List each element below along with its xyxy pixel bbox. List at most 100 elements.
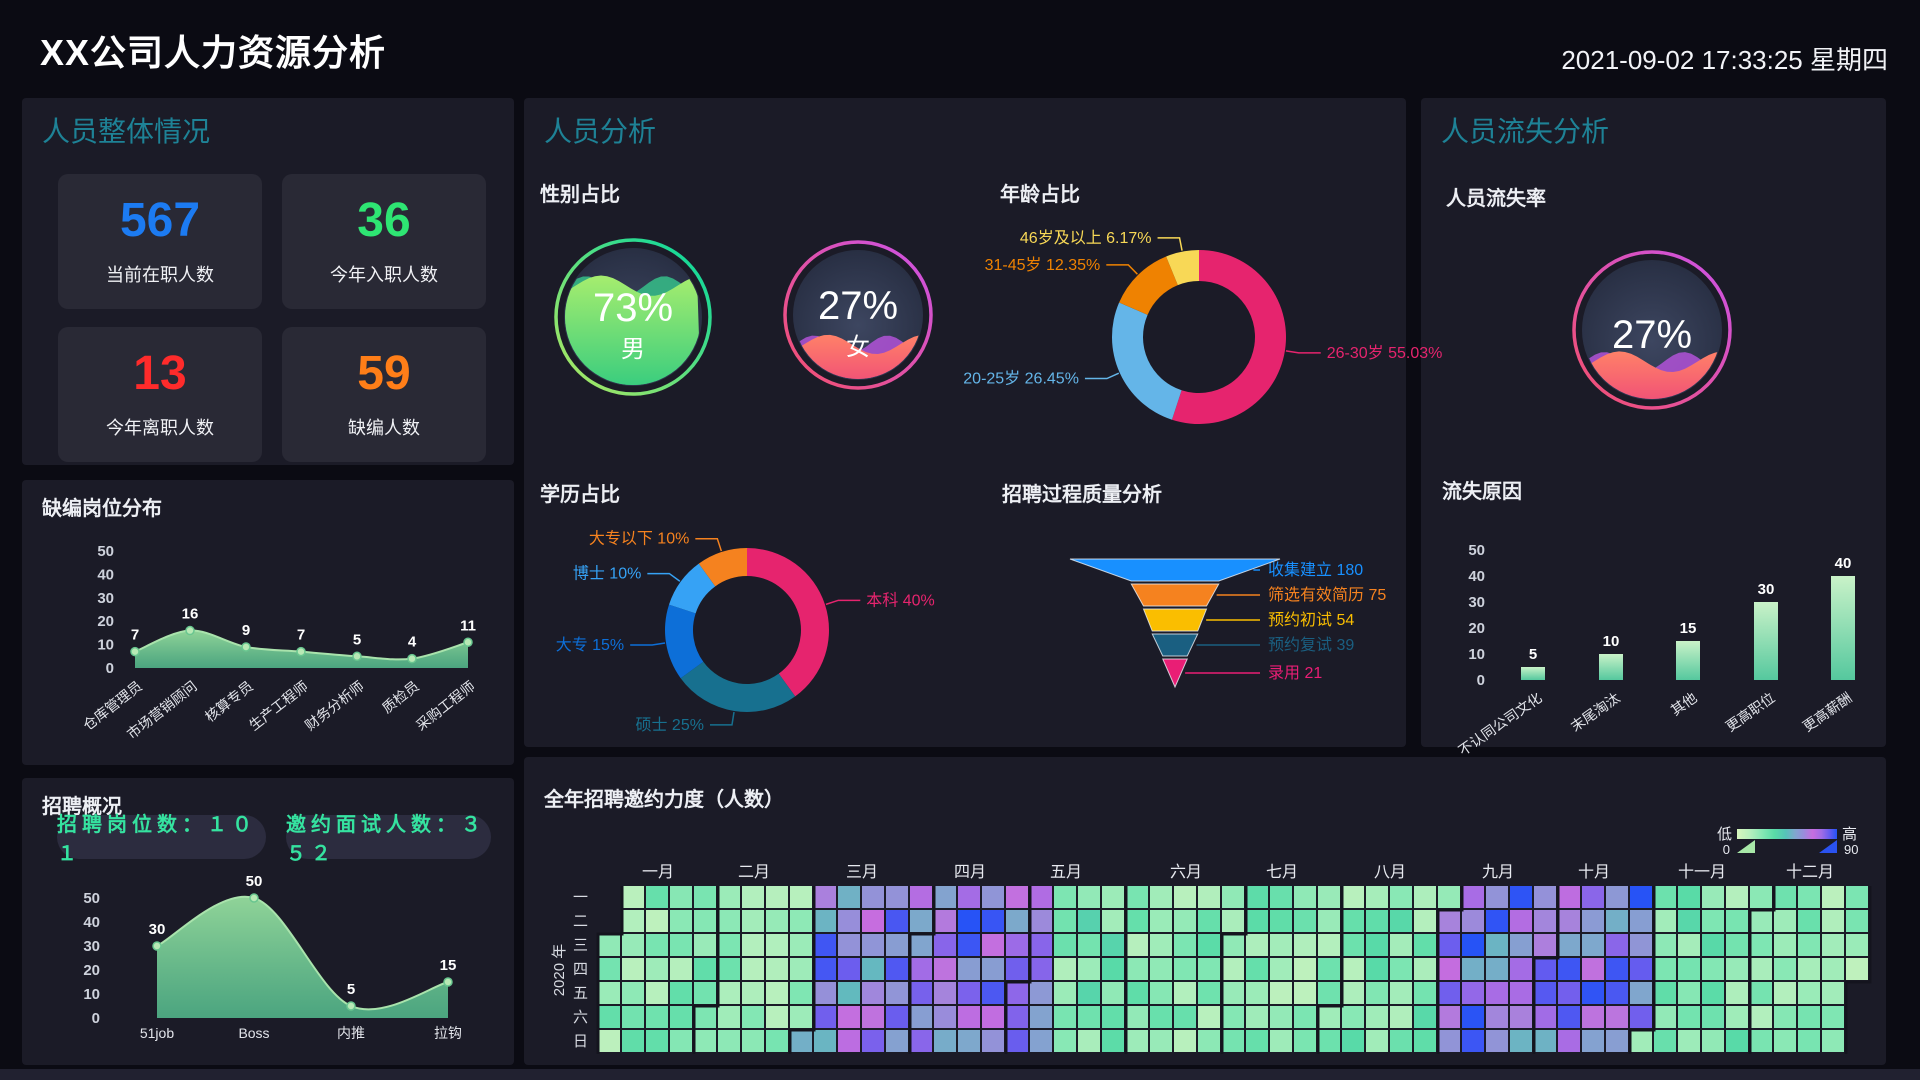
badge-interview-invites: 邀约面试人数：３５２ — [286, 814, 491, 865]
panel-overview: 人员整体情况 567 当前在职人数 36 今年入职人数 13 今年离职人数 59… — [22, 98, 514, 465]
panel-attrition-analysis: 人员流失分析 人员流失率 流失原因 27% 0 10 20 30 40 50 5 不认同公司文化… — [1421, 98, 1886, 759]
svg-text:15: 15 — [1680, 620, 1697, 637]
svg-text:20: 20 — [83, 962, 100, 979]
svg-text:其他: 其他 — [1668, 689, 1700, 718]
svg-text:五: 五 — [573, 985, 588, 1002]
svg-text:0: 0 — [1477, 672, 1485, 689]
analysis-header: 人员分析 — [544, 116, 657, 147]
svg-text:73%: 73% — [593, 286, 673, 330]
vacancy-chart-title: 缺编岗位分布 — [42, 498, 162, 520]
datetime-display: 2021-09-02 17:33:25 星期四 — [1561, 45, 1888, 75]
svg-text:11: 11 — [460, 617, 476, 634]
svg-text:硕士 25%: 硕士 25% — [635, 716, 703, 734]
svg-text:八月: 八月 — [1374, 864, 1406, 881]
svg-text:10: 10 — [1468, 646, 1485, 663]
svg-text:31-45岁 12.35%: 31-45岁 12.35% — [985, 256, 1101, 274]
recruit-header: 招聘概况 — [42, 796, 122, 818]
svg-text:30: 30 — [1468, 594, 1485, 611]
svg-text:六月: 六月 — [1170, 863, 1202, 881]
svg-text:10: 10 — [1603, 633, 1620, 650]
svg-text:10: 10 — [83, 986, 100, 1003]
svg-text:更高薪酬: 更高薪酬 — [1800, 689, 1855, 734]
liquid-chart-lf: 27% 女 — [783, 240, 933, 390]
recruit-channels-area-chart[interactable]: 0 10 20 30 40 50 30 50 5 15 51job Boss 内推 拉钩 — [22, 778, 514, 1065]
svg-text:40: 40 — [83, 914, 100, 931]
svg-text:30: 30 — [83, 938, 100, 955]
svg-text:90: 90 — [1844, 842, 1858, 857]
svg-text:四: 四 — [573, 961, 588, 978]
svg-text:十一月: 十一月 — [1678, 863, 1726, 881]
svg-text:2020 年: 2020 年 — [551, 944, 568, 997]
stat-label-vacancies: 缺编人数 — [348, 417, 420, 438]
svg-text:男: 男 — [621, 336, 645, 363]
svg-text:收集建立 180: 收集建立 180 — [1268, 561, 1363, 579]
svg-text:9: 9 — [242, 622, 250, 639]
svg-text:27%: 27% — [818, 284, 898, 328]
svg-text:生产工程师: 生产工程师 — [246, 678, 311, 734]
svg-text:30: 30 — [149, 921, 166, 938]
svg-text:26-30岁 55.03%: 26-30岁 55.03% — [1327, 344, 1443, 362]
svg-text:质检员: 质检员 — [379, 678, 422, 716]
svg-text:七月: 七月 — [1266, 863, 1298, 881]
svg-text:0: 0 — [92, 1010, 100, 1027]
svg-text:日: 日 — [573, 1033, 588, 1050]
svg-text:拉钩: 拉钩 — [434, 1025, 462, 1041]
svg-text:4: 4 — [408, 634, 417, 651]
svg-text:录用 21: 录用 21 — [1268, 664, 1322, 682]
svg-text:大专以下 10%: 大专以下 10% — [589, 530, 689, 548]
svg-text:低: 低 — [1717, 826, 1732, 843]
svg-text:十二月: 十二月 — [1786, 863, 1834, 881]
svg-text:Boss: Boss — [238, 1025, 269, 1041]
svg-text:内推: 内推 — [337, 1025, 365, 1041]
svg-text:50: 50 — [1468, 542, 1485, 559]
svg-text:博士 10%: 博士 10% — [573, 565, 641, 583]
svg-text:采购工程师: 采购工程师 — [413, 678, 478, 734]
svg-text:女: 女 — [846, 334, 870, 361]
svg-text:筛选有效简历 75: 筛选有效简历 75 — [1268, 585, 1386, 604]
svg-text:46岁及以上 6.17%: 46岁及以上 6.17% — [1020, 229, 1152, 247]
svg-text:5: 5 — [353, 631, 361, 648]
svg-text:六: 六 — [573, 1009, 588, 1026]
svg-text:二: 二 — [573, 913, 588, 930]
education-chart-title: 学历占比 — [540, 484, 620, 506]
gender-chart-title: 性别占比 — [540, 184, 620, 206]
svg-text:20: 20 — [97, 613, 114, 630]
age-chart-title: 年龄占比 — [1000, 184, 1080, 206]
donut-chart-education: 本科 40% 硕士 25% 大专 15% 博士 10% 大专以下 10% — [556, 530, 935, 734]
svg-text:0: 0 — [1723, 842, 1730, 857]
attrition-reason-title: 流失原因 — [1442, 481, 1522, 503]
funnel-chart-title: 招聘过程质量分析 — [1002, 484, 1162, 506]
svg-text:四月: 四月 — [954, 864, 986, 881]
svg-text:15: 15 — [440, 957, 457, 974]
area-chart-recruit_channels: 0 10 20 30 40 50 30 50 5 15 51job Boss 内推 拉钩 — [83, 873, 462, 1041]
svg-text:20-25岁 26.45%: 20-25岁 26.45% — [963, 370, 1079, 388]
svg-text:大专 15%: 大专 15% — [556, 636, 624, 654]
svg-text:九月: 九月 — [1482, 863, 1514, 881]
personnel-analysis-charts[interactable]: 73% 男 27% 女 26-30岁 55.03% 20-25岁 26.45% 31-45岁… — [524, 98, 1442, 747]
attrition-charts[interactable]: 27% 0 10 20 30 40 50 5 不认同公司文化 10 末尾淘汰 15 其他 30 更高职位 40… — [1421, 98, 1886, 759]
bar-chart-attrition_reasons: 0 10 20 30 40 50 5 不认同公司文化 10 末尾淘汰 15 其他 30 更高职位 40 更高薪… — [1455, 542, 1855, 759]
svg-text:0: 0 — [106, 660, 114, 677]
panel-recruit-overview: 招聘概况 招聘岗位数：１０１ 邀约面试人数：３５２ 0 10 20 30 40 50 30 5… — [22, 778, 514, 1065]
stat-value-current-headcount: 567 — [119, 193, 201, 247]
svg-text:10: 10 — [97, 637, 114, 654]
page-title: XX公司人力资源分析 — [40, 32, 387, 73]
svg-text:16: 16 — [182, 606, 199, 623]
svg-text:三: 三 — [573, 937, 588, 954]
overview-header: 人员整体情况 — [42, 116, 211, 147]
stat-value-vacancies: 59 — [357, 346, 411, 400]
svg-text:40: 40 — [97, 566, 114, 583]
svg-text:40: 40 — [1468, 568, 1485, 585]
svg-text:十月: 十月 — [1578, 863, 1610, 881]
svg-text:40: 40 — [1835, 555, 1852, 572]
svg-text:不认同公司文化: 不认同公司文化 — [1455, 689, 1544, 758]
svg-text:30: 30 — [97, 590, 114, 607]
svg-text:财务分析师: 财务分析师 — [302, 678, 367, 734]
svg-text:三月: 三月 — [846, 864, 878, 881]
svg-text:核算专员: 核算专员 — [202, 678, 256, 725]
svg-text:一月: 一月 — [642, 864, 674, 881]
svg-text:50: 50 — [97, 543, 114, 560]
liquid-chart-la: 27% — [1572, 250, 1732, 410]
